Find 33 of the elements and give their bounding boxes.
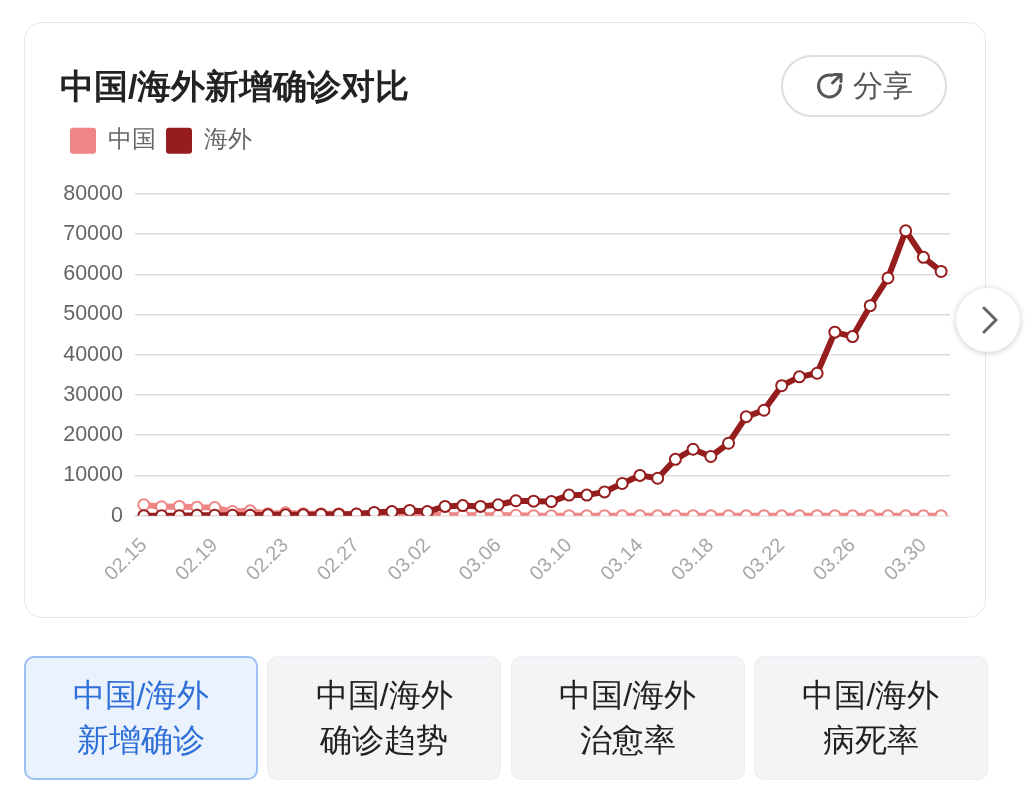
y-tick-label: 80000 (62, 180, 123, 205)
y-tick-label: 20000 (62, 421, 123, 446)
share-button: 分享 (781, 55, 947, 117)
point (898, 223, 912, 237)
point (703, 449, 717, 463)
point (686, 442, 700, 456)
point (827, 325, 841, 339)
point (845, 329, 859, 343)
point (810, 366, 824, 380)
point (792, 369, 806, 383)
point (774, 378, 788, 392)
y-tick-label: 70000 (62, 220, 123, 245)
chart-title: 中国/海外新增确诊对比 (59, 66, 409, 105)
tab: 中国/海外治愈率 (510, 656, 745, 780)
point (721, 436, 735, 450)
point (863, 298, 877, 312)
legend-label: 中国 (107, 124, 156, 152)
y-tick-label: 30000 (62, 381, 123, 406)
tab: 中国/海外病死率 (753, 656, 988, 780)
point (756, 403, 770, 417)
y-tick-label: 60000 (62, 260, 123, 285)
point (739, 409, 753, 423)
tab: 中国/海外确诊趋势 (267, 656, 502, 780)
selected-tab: 中国/海外新增确诊 (24, 656, 258, 780)
point (934, 264, 948, 278)
point (880, 270, 894, 284)
legend-label: 海外 (203, 124, 252, 152)
y-tick-label: 10000 (62, 461, 123, 486)
y-tick-label: 50000 (62, 300, 123, 325)
y-tick-label: 40000 (62, 341, 123, 366)
point (597, 484, 611, 498)
point (916, 250, 930, 264)
y-tick-label: 0 (110, 502, 123, 527)
